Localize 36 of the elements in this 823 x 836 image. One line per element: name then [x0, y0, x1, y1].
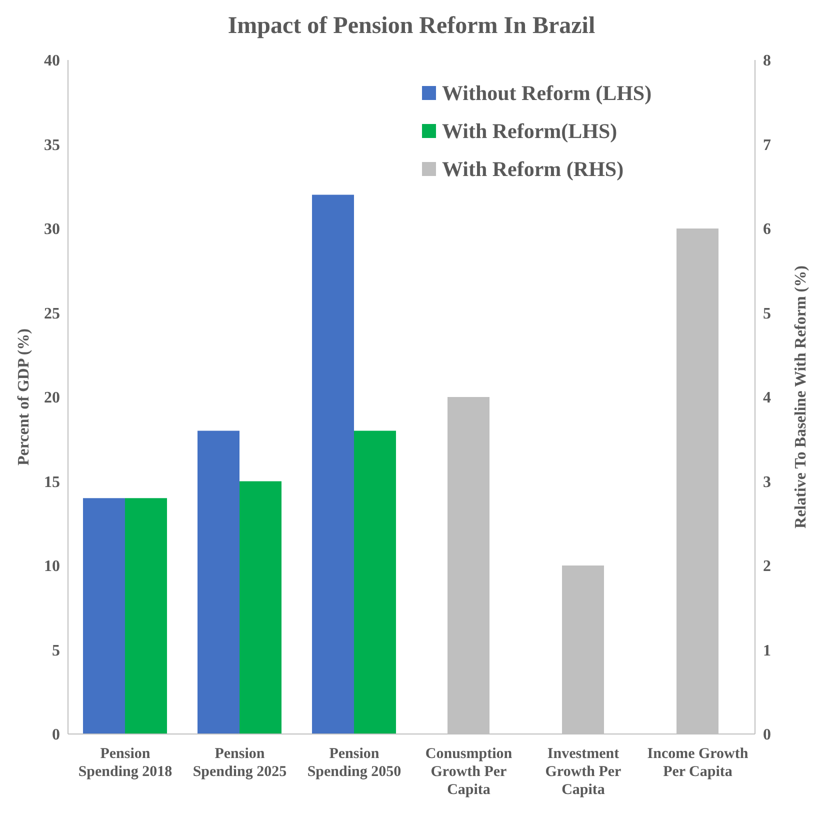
- x-tick-label: Pension Spending 2025: [192, 746, 287, 780]
- legend-label: With Reform(LHS): [442, 118, 618, 144]
- y-axis-title: Percent of GDP (%): [16, 328, 33, 466]
- y2-tick-label: 3: [763, 474, 771, 491]
- bar: [198, 430, 240, 734]
- y2-tick-label: 5: [763, 305, 771, 322]
- y2-tick-label: 4: [763, 390, 771, 407]
- x-tick-label: Conusmption Growth Per Capita: [425, 746, 513, 798]
- chart-title: Impact of Pension Reform In Brazil: [226, 12, 596, 41]
- bar: [83, 498, 125, 734]
- y2-tick-label: 2: [763, 558, 771, 576]
- y-tick-label: 30: [44, 221, 60, 238]
- y-tick-label: 35: [44, 136, 60, 154]
- y-tick-label: 5: [52, 642, 60, 660]
- y2-tick-label: 1: [763, 642, 771, 660]
- bar: [312, 194, 354, 734]
- y2-tick-label: 0: [763, 726, 771, 744]
- y-tick-label: 40: [44, 52, 60, 70]
- y2-axis-title: Relative To Baseline With Reform (%): [792, 266, 810, 528]
- y-tick-label: 20: [44, 390, 60, 407]
- y-tick-label: 0: [52, 726, 60, 744]
- y-tick-label: 10: [44, 558, 60, 576]
- y-tick-label: 25: [44, 305, 60, 322]
- x-tick-label: Pension Spending 2018: [78, 746, 172, 780]
- x-tick-label: Pension Spending 2050: [307, 746, 402, 780]
- y2-tick-label: 6: [763, 221, 771, 238]
- x-tick-label: Investment Growth Per Capita: [545, 746, 622, 798]
- bar: [240, 481, 282, 734]
- y2-tick-label: 7: [763, 136, 771, 154]
- legend-label: With Reform (RHS): [442, 156, 624, 182]
- y-tick-label: 15: [44, 474, 60, 491]
- legend-label: Without Reform (LHS): [442, 80, 652, 106]
- y2-tick-label: 8: [763, 52, 771, 70]
- x-tick-label: Income Growth Per Capita: [647, 746, 749, 780]
- bar: [354, 430, 396, 734]
- bar: [125, 498, 167, 734]
